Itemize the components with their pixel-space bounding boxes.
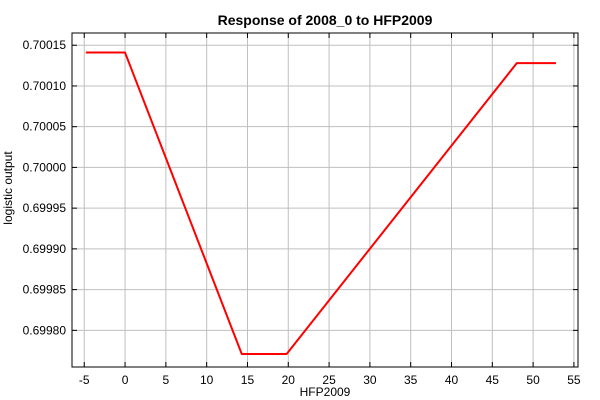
x-tick-label: 5 bbox=[163, 373, 170, 387]
x-tick-label: -5 bbox=[79, 373, 90, 387]
x-tick-label: 30 bbox=[363, 373, 377, 387]
y-tick-label: 0.70000 bbox=[23, 160, 67, 174]
y-tick-label: 0.69990 bbox=[23, 242, 67, 256]
plot-frame bbox=[71, 32, 579, 368]
y-tick-label: 0.70005 bbox=[23, 120, 67, 134]
y-tick-label: 0.69980 bbox=[23, 323, 67, 337]
y-tick-label: 0.70015 bbox=[23, 38, 67, 52]
grid bbox=[72, 33, 578, 367]
x-tick-label: 25 bbox=[322, 373, 336, 387]
x-tick-label: 20 bbox=[282, 373, 296, 387]
x-tick-label: 55 bbox=[567, 373, 581, 387]
y-tick-label: 0.70010 bbox=[23, 79, 67, 93]
chart-title: Response of 2008_0 to HFP2009 bbox=[218, 12, 433, 28]
x-tick-label: 50 bbox=[526, 373, 540, 387]
x-tick-label: 10 bbox=[200, 373, 214, 387]
x-tick-label: 0 bbox=[122, 373, 129, 387]
ticks: -5 0 5 10 15 20 25 30 35 40 45 50 55 0.69980 0.69985 0.… bbox=[23, 33, 581, 387]
x-tick-label: 15 bbox=[241, 373, 255, 387]
x-axis-label: HFP2009 bbox=[300, 385, 351, 399]
x-tick-label: 40 bbox=[445, 373, 459, 387]
y-tick-label: 0.69985 bbox=[23, 283, 67, 297]
x-tick-label: 35 bbox=[404, 373, 418, 387]
series-line bbox=[85, 51, 556, 355]
x-tick-label: 45 bbox=[486, 373, 500, 387]
series bbox=[85, 51, 556, 355]
y-tick-label: 0.69995 bbox=[23, 201, 67, 215]
y-axis-label: logistic output bbox=[1, 151, 15, 225]
